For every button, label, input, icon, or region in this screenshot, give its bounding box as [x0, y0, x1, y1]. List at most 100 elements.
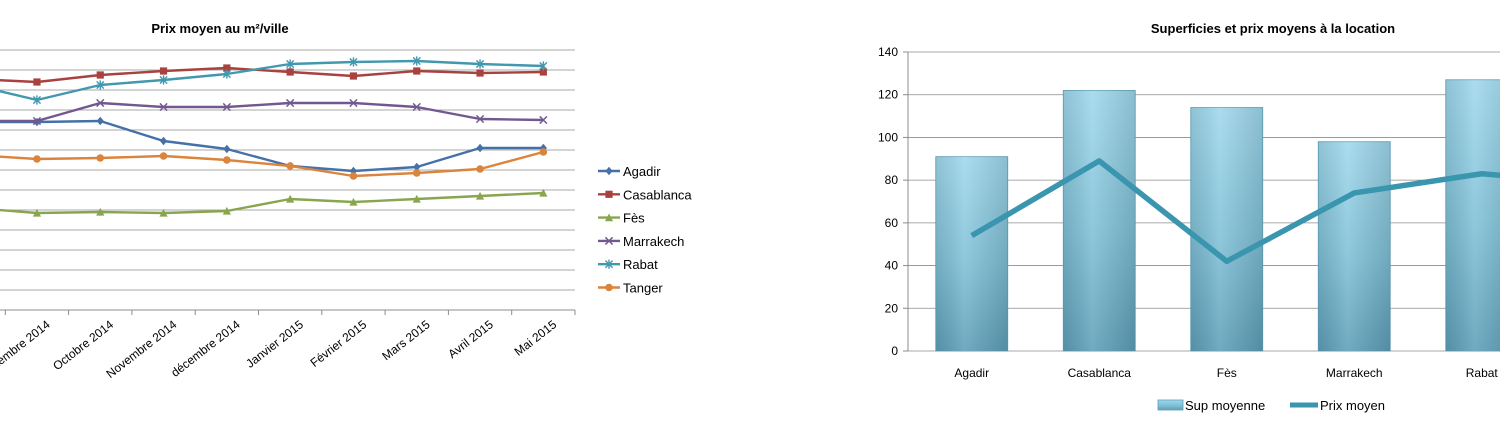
- point-circle: [96, 154, 105, 162]
- point-triangle: [96, 207, 105, 216]
- point-triangle: [475, 191, 485, 200]
- legend-label: Marrakech: [623, 234, 684, 249]
- point-diamond: [159, 136, 168, 146]
- x-tick-label: Rabat: [1466, 366, 1499, 380]
- point-circle: [476, 165, 484, 173]
- bar-shade: [1190, 107, 1263, 352]
- point-square: [539, 68, 547, 76]
- x-tick-label: Janvier 2015: [243, 317, 306, 371]
- legend-label: Prix moyen: [1320, 398, 1385, 413]
- x-tick-label: Mars 2015: [379, 317, 433, 363]
- point-circle: [159, 152, 168, 160]
- point-asterisk: [32, 95, 42, 105]
- point-triangle: [159, 208, 168, 217]
- point-x: [159, 102, 168, 112]
- point-x: [222, 102, 231, 112]
- series-line: [0, 101, 544, 123]
- point-triangle: [349, 197, 358, 206]
- bar-fill: [1317, 141, 1391, 352]
- point-x: [32, 116, 42, 126]
- bar-fill: [1190, 107, 1264, 352]
- point-x: [349, 98, 358, 108]
- y-tick-label: 120: [878, 88, 898, 102]
- bar-fill: [935, 156, 1009, 352]
- point-asterisk: [604, 259, 614, 269]
- series-line: [0, 150, 544, 178]
- y-tick-label: 100: [878, 130, 898, 144]
- point-asterisk: [349, 57, 358, 67]
- y-tick-label: 80: [885, 173, 899, 187]
- legend-swatch: [1157, 399, 1184, 411]
- point-circle: [605, 283, 613, 292]
- legend-label: Tanger: [623, 281, 663, 296]
- x-tick-label: Casablanca: [1068, 366, 1132, 380]
- point-square: [159, 67, 168, 75]
- legend-item: Agadir: [598, 164, 661, 179]
- legend-item: Marrakech: [598, 234, 684, 249]
- point-diamond: [96, 116, 104, 126]
- point-x: [412, 102, 421, 112]
- point-diamond: [413, 162, 421, 172]
- bar: [1190, 107, 1264, 352]
- chart-title: Superficies et prix moyens à la location: [1151, 21, 1395, 36]
- point-x: [475, 114, 485, 124]
- point-asterisk: [286, 59, 295, 69]
- series-tanger: [0, 148, 548, 180]
- y-tick-label: 40: [885, 259, 899, 273]
- legend-label: Rabat: [623, 257, 658, 272]
- series-agadir: [0, 116, 547, 176]
- legend-item: Fès: [598, 211, 645, 226]
- legend-item: Sup moyenne: [1157, 398, 1265, 413]
- point-asterisk: [412, 56, 421, 66]
- point-triangle: [412, 194, 421, 203]
- x-tick-label: Avril 2015: [445, 317, 496, 361]
- point-circle: [349, 172, 358, 180]
- point-circle: [286, 162, 294, 170]
- y-tick-label: 20: [885, 301, 899, 315]
- legend-label: Agadir: [623, 164, 661, 179]
- point-triangle: [32, 208, 42, 217]
- bar: [935, 156, 1009, 352]
- point-circle: [223, 156, 231, 164]
- bar: [1317, 141, 1391, 352]
- line-chart-prix-m2: Prix moyen au m²/ville …4…ptembre 2014Oc…: [0, 21, 692, 381]
- point-circle: [412, 169, 421, 177]
- x-tick-label: Agadir: [954, 366, 989, 380]
- point-square: [349, 72, 358, 80]
- x-tick-label: …ptembre 2014: [0, 317, 53, 381]
- point-x: [604, 236, 614, 246]
- point-square: [605, 190, 613, 198]
- point-diamond: [476, 143, 484, 153]
- bar-fill: [1062, 90, 1136, 352]
- series-line: [0, 119, 544, 173]
- point-x: [539, 115, 548, 125]
- point-square: [286, 68, 294, 76]
- bar: [1445, 79, 1500, 352]
- legend-item: Casablanca: [598, 187, 692, 202]
- point-triangle: [286, 194, 295, 203]
- bar: [1062, 90, 1136, 352]
- legend-label: Fès: [623, 211, 645, 226]
- point-triangle: [222, 206, 231, 215]
- point-asterisk: [539, 61, 548, 71]
- point-triangle: [539, 188, 548, 197]
- legend-item: Tanger: [598, 281, 663, 296]
- point-x: [286, 98, 295, 108]
- x-tick-label: Mai 2015: [512, 317, 560, 359]
- y-tick-label: 60: [885, 216, 899, 230]
- point-diamond: [605, 166, 613, 176]
- point-square: [96, 71, 104, 79]
- series-line-prix-moyen: [970, 158, 1500, 265]
- series-rabat: [0, 56, 548, 105]
- point-asterisk: [475, 59, 485, 69]
- point-asterisk: [96, 80, 105, 90]
- x-tick-label: Octobre 2014: [50, 317, 116, 373]
- point-square: [223, 64, 231, 72]
- y-tick-label: 140: [878, 45, 898, 59]
- bar-shade: [1318, 141, 1391, 351]
- legend-label: Sup moyenne: [1185, 398, 1265, 413]
- point-asterisk: [159, 75, 168, 85]
- x-tick-label: Février 2015: [308, 317, 370, 370]
- point-square: [33, 78, 41, 86]
